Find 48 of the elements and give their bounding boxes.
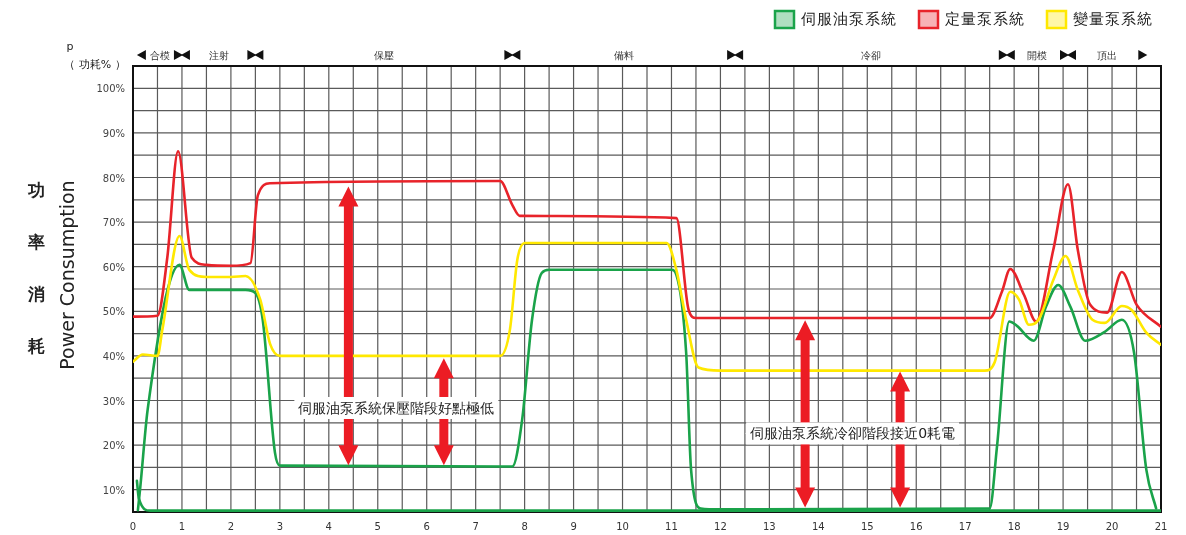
x-tick-label: 14	[811, 521, 825, 532]
x-tick-label: 15	[860, 521, 874, 532]
text: p	[66, 40, 74, 53]
x-tick-label: 16	[909, 521, 923, 532]
y-axis-title: Power Consumption	[56, 180, 78, 370]
x-tick-label: 0	[129, 521, 137, 532]
x-tick-label: 9	[570, 521, 577, 532]
x-tick-label: 19	[1056, 521, 1070, 532]
text: 頂出	[1097, 50, 1118, 61]
x-tick-label: 2	[227, 521, 235, 532]
x-tick-label: 4	[325, 521, 332, 532]
y-tick-label: 20%	[102, 440, 125, 452]
x-tick-label: 21	[1154, 521, 1168, 532]
x-tick-label: 18	[1007, 521, 1021, 532]
annotation: 伺服油泵系統冷卻階段接近0耗電	[750, 425, 956, 442]
y-tick-label: 30%	[102, 395, 125, 407]
legend-label: 伺服油泵系統	[801, 10, 897, 28]
x-tick-label: 3	[276, 521, 284, 532]
x-tick-label: 11	[665, 521, 678, 532]
x-tick-label: 12	[714, 521, 727, 532]
text: 注射	[208, 50, 229, 61]
x-tick-label: 8	[521, 521, 528, 532]
x-tick-label: 5	[374, 521, 381, 532]
x-tick-label: 17	[958, 521, 972, 532]
y-tick-label: 50%	[102, 306, 125, 318]
x-tick-label: 7	[472, 521, 479, 532]
x-tick-label: 6	[423, 521, 430, 532]
y-tick-label: 40%	[102, 350, 125, 362]
text: 功率消耗	[27, 180, 45, 356]
x-tick-label: 10	[616, 521, 629, 532]
y-tick-label: 80%	[102, 172, 125, 184]
text: 合模	[149, 50, 170, 61]
legend-label: 變量泵系統	[1073, 10, 1153, 28]
x-tick-label: 1	[178, 521, 186, 532]
text: 保壓	[373, 50, 394, 61]
y-tick-label: 90%	[102, 127, 125, 139]
x-tick-label: 13	[763, 521, 776, 532]
annotation: 伺服油泵系統保壓階段好點極低	[298, 399, 495, 416]
y-tick-label: 70%	[102, 217, 125, 229]
legend-label: 定量泵系統	[945, 10, 1025, 28]
y-tick-label: 60%	[102, 261, 125, 273]
x-tick-label: 20	[1105, 521, 1119, 532]
y-tick-label: 100%	[96, 83, 125, 95]
y-tick-label: 10%	[102, 484, 125, 496]
text: 開模	[1027, 50, 1048, 61]
text: 冷卻	[860, 50, 881, 61]
text: 備料	[613, 50, 634, 61]
text: （ 功耗% ）	[64, 58, 126, 71]
